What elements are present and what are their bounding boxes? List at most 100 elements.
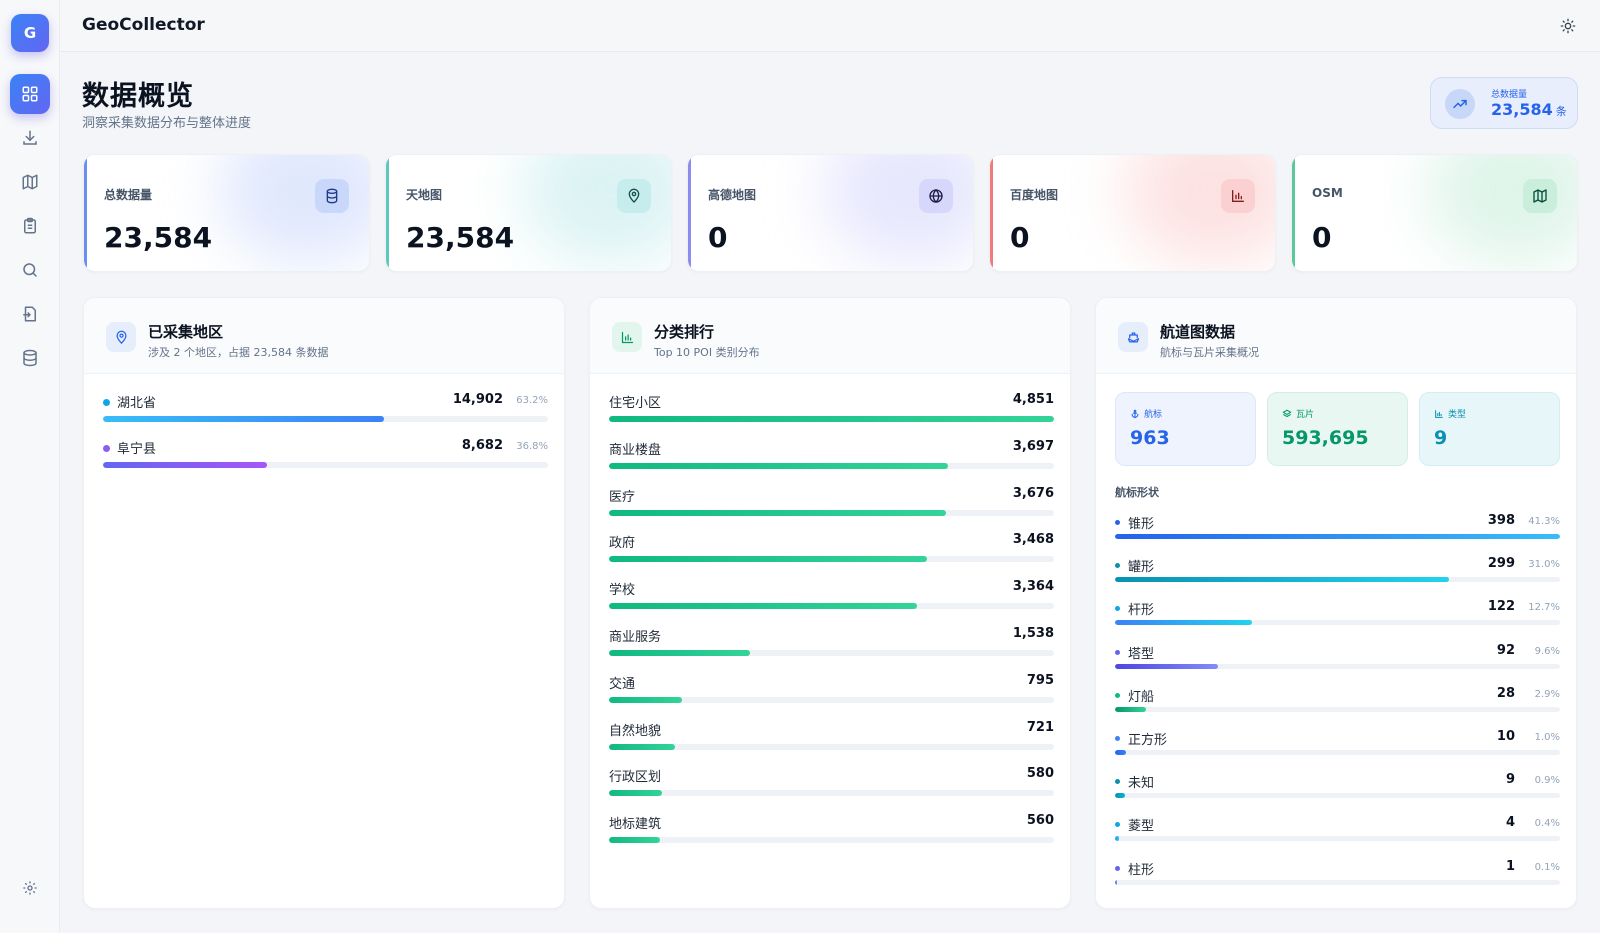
category-progress-fill xyxy=(609,837,661,844)
sun-icon xyxy=(1560,18,1576,34)
category-progress-track xyxy=(609,509,1054,516)
category-row[interactable]: 政府 3,468 xyxy=(609,531,1054,571)
region-row[interactable]: 阜宁县 8,682 36.8% xyxy=(103,437,548,477)
shape-dot xyxy=(1115,649,1120,655)
shape-row[interactable]: 柱形 1 0.1% xyxy=(1115,859,1560,899)
shape-percent: 1.0% xyxy=(1534,732,1560,743)
region-percent: 63.2% xyxy=(516,395,548,406)
shape-row[interactable]: 杆形 122 12.7% xyxy=(1115,599,1560,639)
settings-button[interactable] xyxy=(20,878,40,898)
category-row[interactable]: 学校 3,364 xyxy=(609,578,1054,618)
shape-name: 正方形 xyxy=(1128,733,1168,748)
category-name: 政府 xyxy=(609,536,636,552)
region-progress-fill xyxy=(103,416,385,422)
shape-row[interactable]: 锥形 398 41.3% xyxy=(1115,513,1560,553)
category-value: 3,364 xyxy=(1012,579,1054,595)
shape-row[interactable]: 罐形 299 31.0% xyxy=(1115,556,1560,596)
stat-card-amap: 高德地图 0 xyxy=(687,154,974,272)
category-progress-fill xyxy=(609,556,928,563)
category-row[interactable]: 行政区划 580 xyxy=(609,765,1054,805)
sidebar-item-tasks[interactable] xyxy=(10,206,50,246)
shape-progress-fill xyxy=(1115,879,1117,885)
sidebar-item-export[interactable] xyxy=(10,294,50,334)
panel-title: 航道图数据 xyxy=(1160,323,1236,341)
category-row[interactable]: 商业楼盘 3,697 xyxy=(609,438,1054,478)
shape-name: 罐形 xyxy=(1128,560,1155,576)
anchor-icon xyxy=(1131,409,1139,418)
shape-value: 92 xyxy=(1496,642,1515,658)
page-title: 数据概览 xyxy=(82,81,194,112)
shape-row[interactable]: 灯船 28 2.9% xyxy=(1115,686,1560,726)
category-row[interactable]: 地标建筑 560 xyxy=(609,812,1054,852)
dashboard-icon xyxy=(22,86,38,102)
category-row[interactable]: 自然地貌 721 xyxy=(609,719,1054,759)
category-progress-track xyxy=(609,416,1054,422)
region-progress-track xyxy=(103,416,548,422)
shape-progress-track xyxy=(1115,534,1560,539)
bar-chart-icon xyxy=(1221,179,1255,213)
shape-percent: 12.7% xyxy=(1528,602,1560,614)
sidebar-item-dashboard[interactable] xyxy=(10,74,50,114)
category-progress-track xyxy=(609,790,1054,797)
panel-title: 已采集地区 xyxy=(148,323,224,341)
region-row[interactable]: 湖北省 14,902 63.2% xyxy=(103,391,548,431)
shape-dot xyxy=(1115,563,1120,569)
file-export-icon xyxy=(23,306,36,322)
shape-name: 未知 xyxy=(1128,776,1155,792)
sidebar-item-database[interactable] xyxy=(10,338,50,378)
category-name: 交通 xyxy=(609,676,636,692)
trend-up-icon xyxy=(1445,89,1475,119)
category-row[interactable]: 住宅小区 4,851 xyxy=(609,391,1054,431)
category-row[interactable]: 交通 795 xyxy=(609,672,1054,712)
category-name: 学校 xyxy=(609,583,636,599)
sidebar-item-search[interactable] xyxy=(10,250,50,290)
total-data-chip: 总数据量 23,584 条 xyxy=(1430,77,1578,129)
bar-chart-icon xyxy=(612,322,642,352)
shape-row[interactable]: 菱型 4 0.4% xyxy=(1115,815,1560,855)
app-logo[interactable]: G xyxy=(11,14,49,52)
shape-row[interactable]: 正方形 10 1.0% xyxy=(1115,729,1560,769)
category-name: 商业服务 xyxy=(609,630,662,645)
shape-progress-fill xyxy=(1115,620,1252,626)
stat-value: 0 xyxy=(1010,221,1030,254)
category-value: 3,676 xyxy=(1012,485,1054,501)
category-name: 地标建筑 xyxy=(609,817,662,833)
shape-row[interactable]: 未知 9 0.9% xyxy=(1115,772,1560,812)
shape-name: 塔型 xyxy=(1128,646,1155,662)
mini-card-label: 瓦片 xyxy=(1282,407,1314,420)
layers-icon xyxy=(1282,409,1292,417)
stat-card-total: 总数据量 23,584 xyxy=(83,154,370,272)
shape-progress-fill xyxy=(1115,836,1120,842)
shape-percent: 41.3% xyxy=(1528,516,1560,527)
mini-card-label: 航标 xyxy=(1130,407,1162,420)
sidebar-item-download[interactable] xyxy=(10,118,50,158)
category-progress-fill xyxy=(609,650,751,656)
category-value: 721 xyxy=(1026,719,1054,735)
category-value: 3,697 xyxy=(1012,438,1054,454)
shape-percent: 31.0% xyxy=(1528,559,1560,571)
category-progress-track xyxy=(609,556,1054,563)
category-value: 560 xyxy=(1026,813,1054,829)
shape-value: 299 xyxy=(1487,556,1515,572)
shape-progress-track xyxy=(1115,706,1560,712)
shape-name: 菱型 xyxy=(1128,819,1155,835)
shape-value: 122 xyxy=(1487,599,1515,615)
download-icon xyxy=(23,130,37,145)
category-row[interactable]: 医疗 3,676 xyxy=(609,485,1054,525)
shape-row[interactable]: 塔型 92 9.6% xyxy=(1115,643,1560,683)
ship-icon xyxy=(1118,322,1148,352)
panel-header: 航道图数据 航标与瓦片采集概况 xyxy=(1096,298,1576,374)
theme-toggle-button[interactable] xyxy=(1556,14,1580,38)
shape-name: 灯船 xyxy=(1128,689,1155,705)
category-progress-track xyxy=(609,837,1054,844)
region-progress-track xyxy=(103,462,548,468)
stat-value: 0 xyxy=(708,221,728,254)
panel-subtitle: Top 10 POI 类别分布 xyxy=(654,346,760,359)
sidebar-item-map[interactable] xyxy=(10,162,50,202)
shape-name: 锥形 xyxy=(1128,517,1155,532)
shape-dot xyxy=(1115,606,1120,612)
category-progress-fill xyxy=(609,603,918,610)
panel-header: 已采集地区 涉及 2 个地区，占据 23,584 条数据 xyxy=(84,298,564,374)
category-row[interactable]: 商业服务 1,538 xyxy=(609,625,1054,665)
bar-chart-icon xyxy=(1435,409,1443,418)
